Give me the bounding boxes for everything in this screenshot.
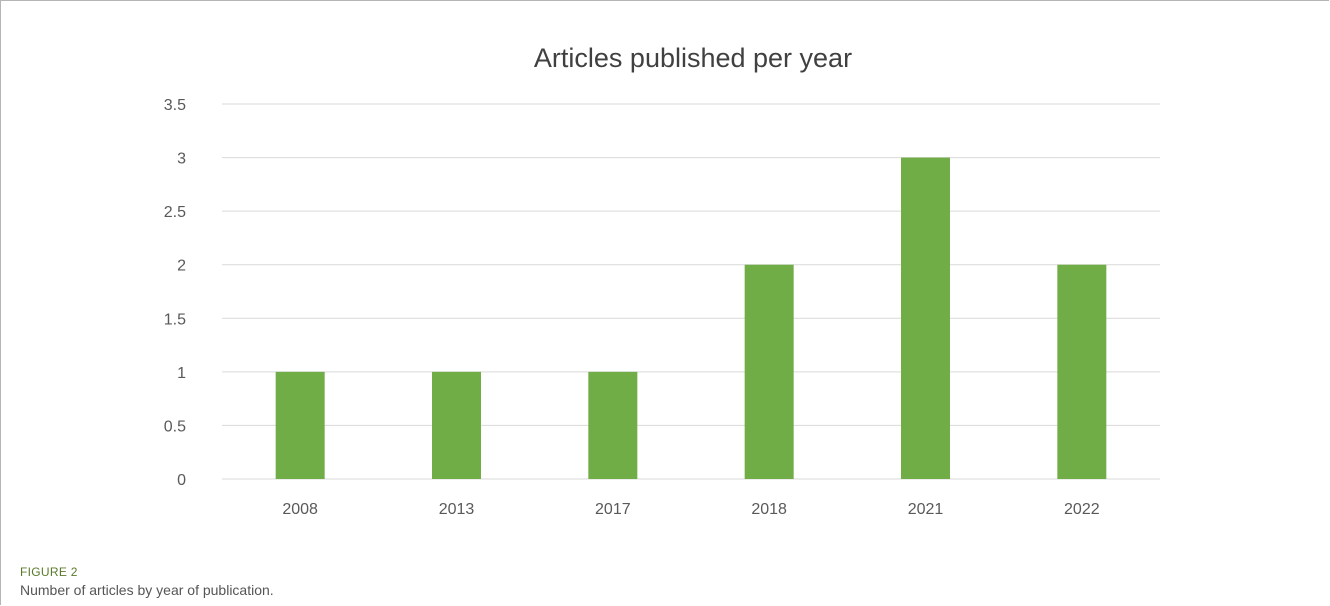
bar-2018 [744,264,794,479]
bar-2022 [1057,264,1107,479]
x-tick-label: 2017 [595,501,631,518]
x-tick-label: 2021 [908,501,944,518]
gridlines [222,103,1160,480]
figure-label: FIGURE 2 [20,565,78,579]
y-tick-label: 3 [177,151,186,168]
x-tick-label: 2022 [1064,501,1100,518]
y-tick-label: 1 [177,365,186,382]
y-axis-tick-labels: 0 0.5 1 1.5 2 2.5 3 3.5 [164,97,186,489]
x-axis-tick-labels: 2008 2013 2017 2018 2021 2022 [282,501,1099,518]
x-tick-label: 2013 [439,501,475,518]
y-tick-label: 0.5 [164,418,186,435]
y-tick-label: 3.5 [164,97,186,114]
y-tick-label: 1.5 [164,311,186,328]
bar-2017 [588,371,638,479]
bar-2021 [901,157,950,480]
bars [275,157,1107,480]
x-tick-label: 2018 [751,501,787,518]
x-tick-label: 2008 [282,501,318,518]
y-tick-label: 2 [177,258,186,275]
y-tick-label: 2.5 [164,204,186,221]
chart-title: Articles published per year [534,43,852,73]
figure-caption: Number of articles by year of publicatio… [20,582,274,598]
bar-2013 [432,371,481,479]
bar-chart: Articles published per year 0 0.5 1 1.5 2 2.5… [164,43,1160,518]
y-tick-label: 0 [177,472,186,489]
bar-2008 [275,371,325,479]
